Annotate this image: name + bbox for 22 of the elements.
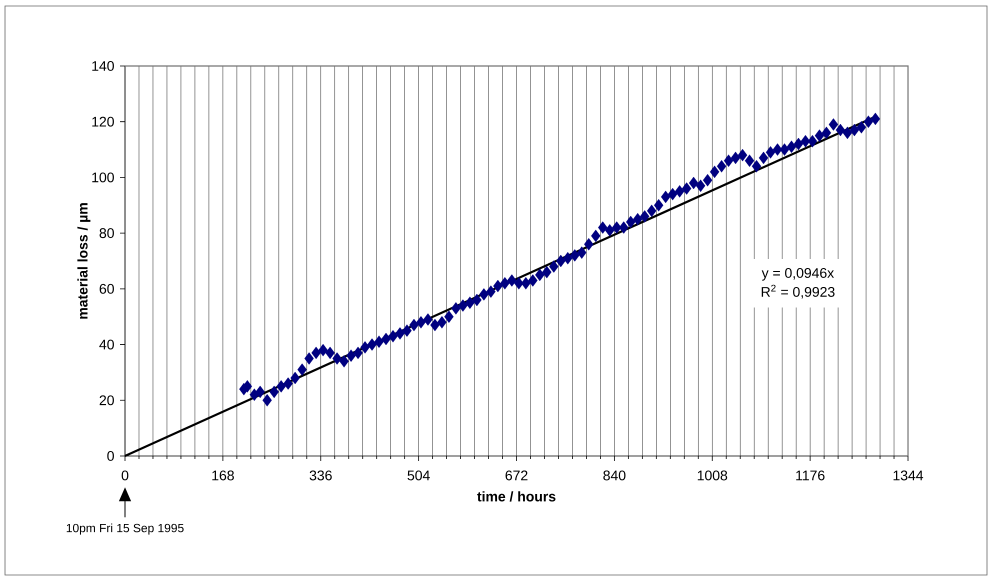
y-tick-label: 120	[92, 116, 114, 127]
x-tick-label: 504	[408, 470, 430, 480]
x-tick-label: 840	[603, 470, 626, 480]
x-tick-label: 1008	[698, 470, 728, 480]
y-tick-label: 80	[100, 228, 114, 238]
y-tick-label: 140	[92, 61, 114, 71]
annotation: y = 0,0946x	[762, 268, 834, 281]
text: 10pm Fri 15 Sep 1995	[66, 524, 184, 535]
x-tick-label: 0	[122, 470, 128, 480]
y-tick-label: 0	[107, 451, 114, 461]
x-tick-label: 672	[506, 470, 528, 480]
y-tick-label: 40	[99, 340, 114, 350]
y-tick-label: 60	[100, 284, 114, 294]
x-tick-label: 168	[212, 470, 234, 480]
y-axis-title: material loss / µm	[77, 203, 90, 319]
x-tick-label: 336	[310, 470, 332, 480]
annotation: R$^{2}$ = 0,9923	[762, 284, 835, 298]
x-tick-label: 1344	[894, 470, 924, 480]
y-tick-label: 20	[100, 395, 114, 406]
x-axis-title: time / hours	[477, 491, 556, 502]
x-tick-label: 1176	[796, 470, 825, 480]
y-tick-label: 100	[92, 172, 114, 182]
